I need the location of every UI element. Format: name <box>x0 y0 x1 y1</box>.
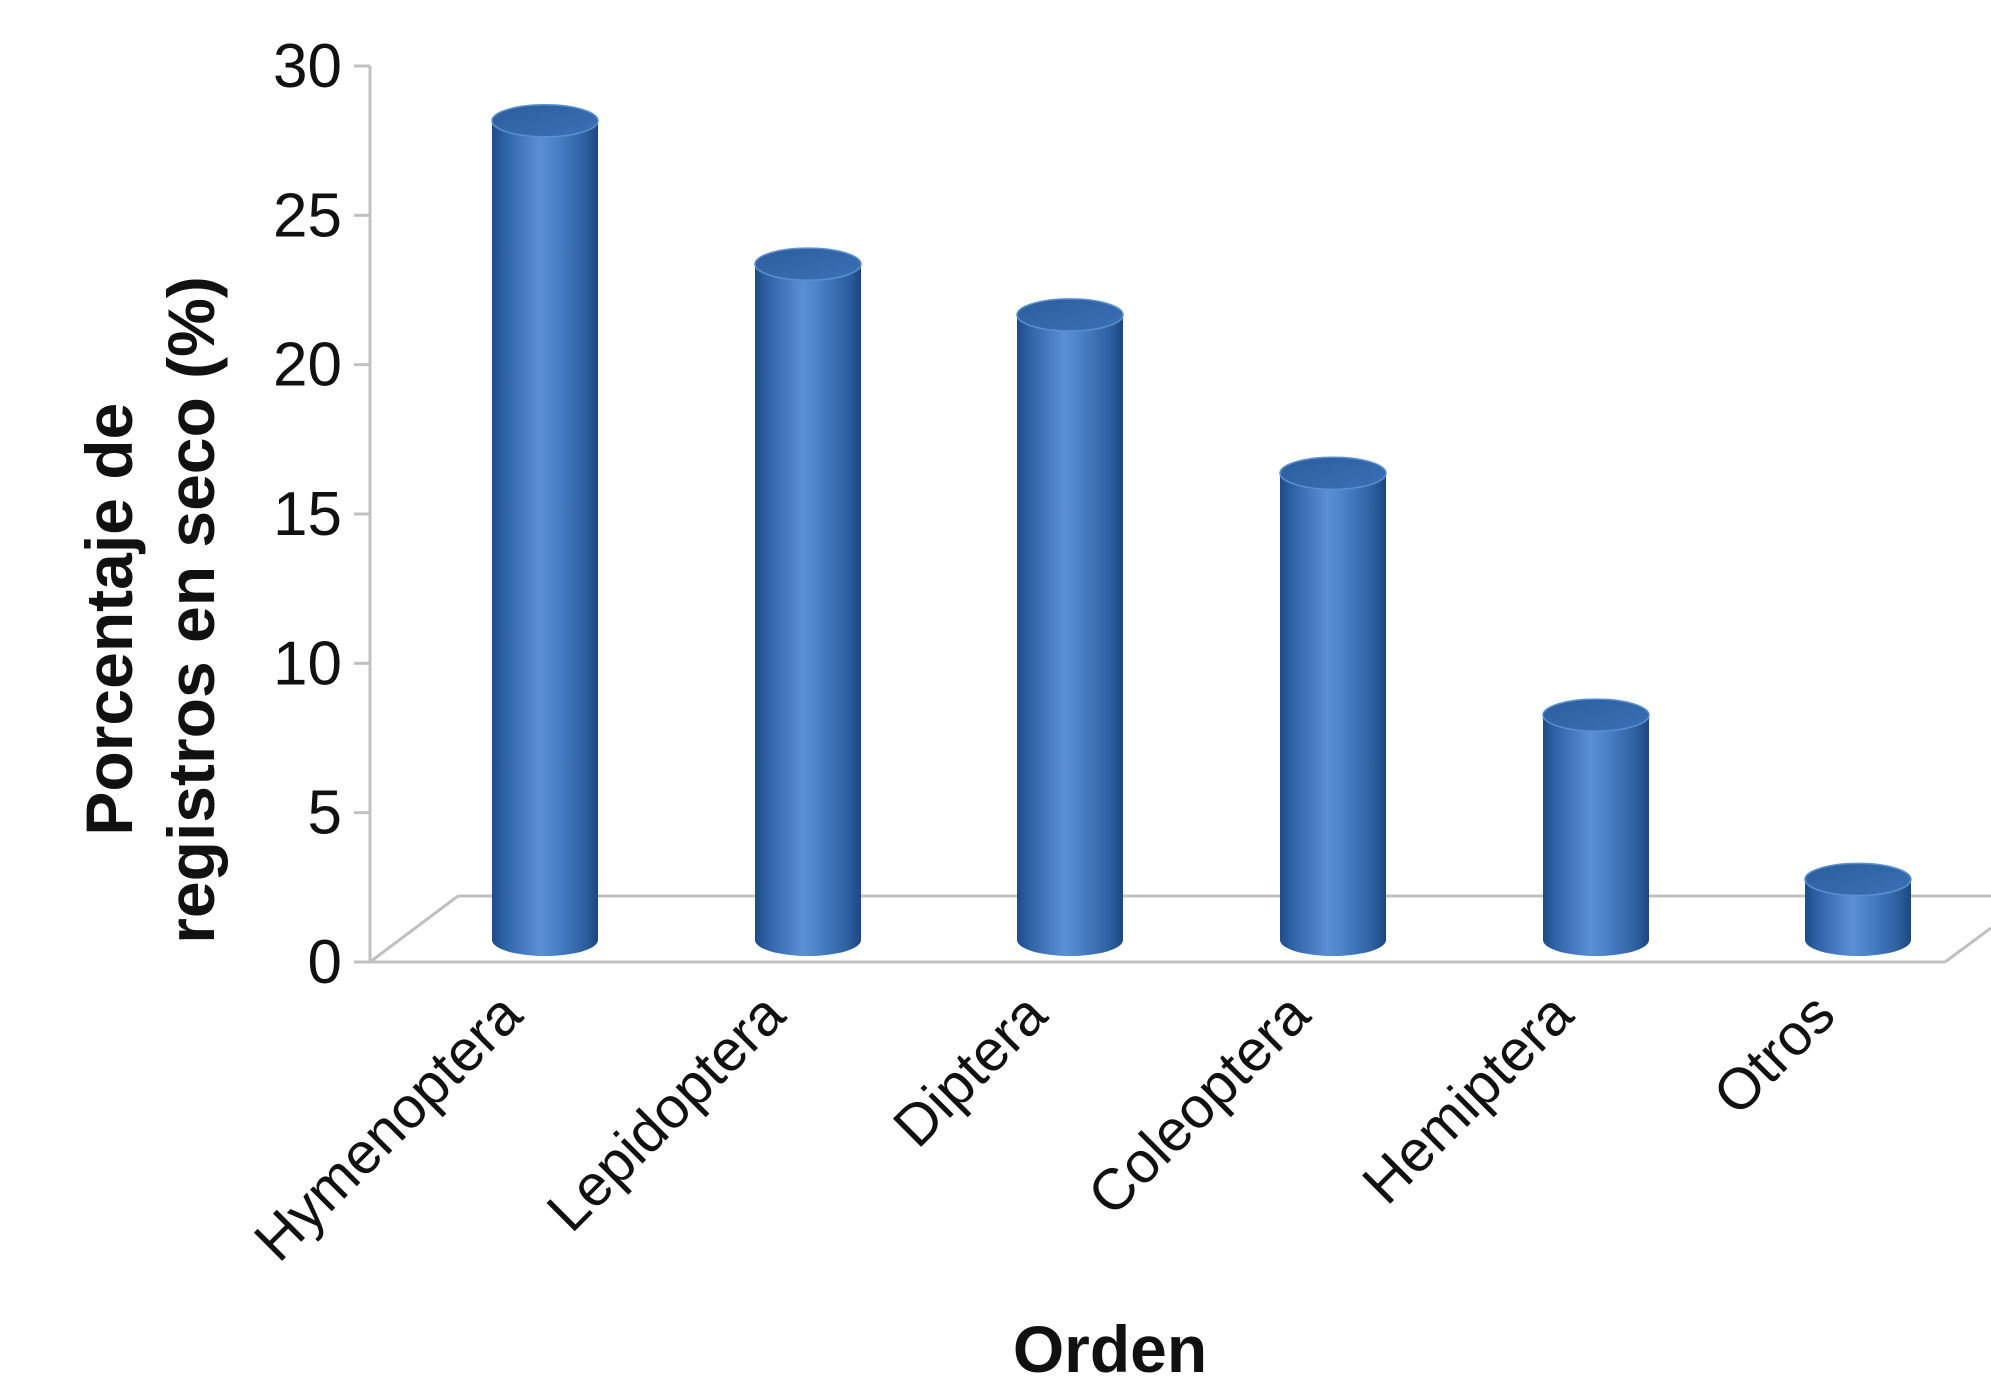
y-tick-label: 0 <box>308 928 342 997</box>
bar-body <box>1805 879 1911 956</box>
bar-body <box>1280 473 1386 956</box>
bar-coleoptera <box>1279 456 1387 956</box>
category-label: Hemiptera <box>1350 981 1586 1217</box>
y-tick-label: 20 <box>273 331 342 400</box>
bar-lepidoptera <box>754 247 862 956</box>
bar-top <box>1542 698 1650 732</box>
bar-hemiptera <box>1542 698 1650 956</box>
axes <box>354 64 1991 964</box>
bar-top <box>1279 456 1387 490</box>
bar-body <box>1017 314 1123 956</box>
floor-left-edge <box>369 894 459 964</box>
bar-top <box>754 247 862 281</box>
category-label: Otros <box>1701 981 1847 1127</box>
svg-text:Porcentaje de registros: Porcentaje de registros en seco (%) <box>72 276 228 944</box>
bars <box>491 104 1912 957</box>
y-tick-label: 25 <box>273 181 342 250</box>
y-tick-labels: 0 5 10 15 20 25 30 <box>273 32 342 997</box>
y-tick-label: 5 <box>308 779 342 848</box>
y-axis-title-line-1: Porcentaje de <box>72 403 146 836</box>
bar-top <box>491 104 599 138</box>
bar-diptera <box>1016 298 1124 956</box>
x-axis-title: Orden <box>1013 1312 1207 1382</box>
bar-body <box>1543 715 1649 956</box>
y-axis-title: Porcentaje de registros en seco (%) <box>72 276 228 944</box>
category-label: Lepidoptera <box>535 981 798 1244</box>
floor-right-edge <box>1944 926 1991 964</box>
bar-top <box>1016 298 1124 332</box>
category-labels: Hymenoptera Lepidoptera Diptera Coleoptera H… <box>242 981 1847 1274</box>
bar-hymenoptera <box>491 104 599 957</box>
category-label: Diptera <box>881 981 1060 1160</box>
category-label: Coleoptera <box>1076 981 1323 1228</box>
bar-body <box>755 264 861 956</box>
category-label: Hymenoptera <box>242 981 535 1274</box>
y-tick-label: 30 <box>273 32 342 101</box>
y-tick-label: 15 <box>273 480 342 549</box>
bar-body <box>492 120 598 957</box>
y-axis-title-line-2: registros en seco (%) <box>154 276 228 944</box>
bar-top <box>1804 862 1912 897</box>
bar-otros <box>1804 862 1912 956</box>
y-tick-label: 10 <box>273 629 342 698</box>
